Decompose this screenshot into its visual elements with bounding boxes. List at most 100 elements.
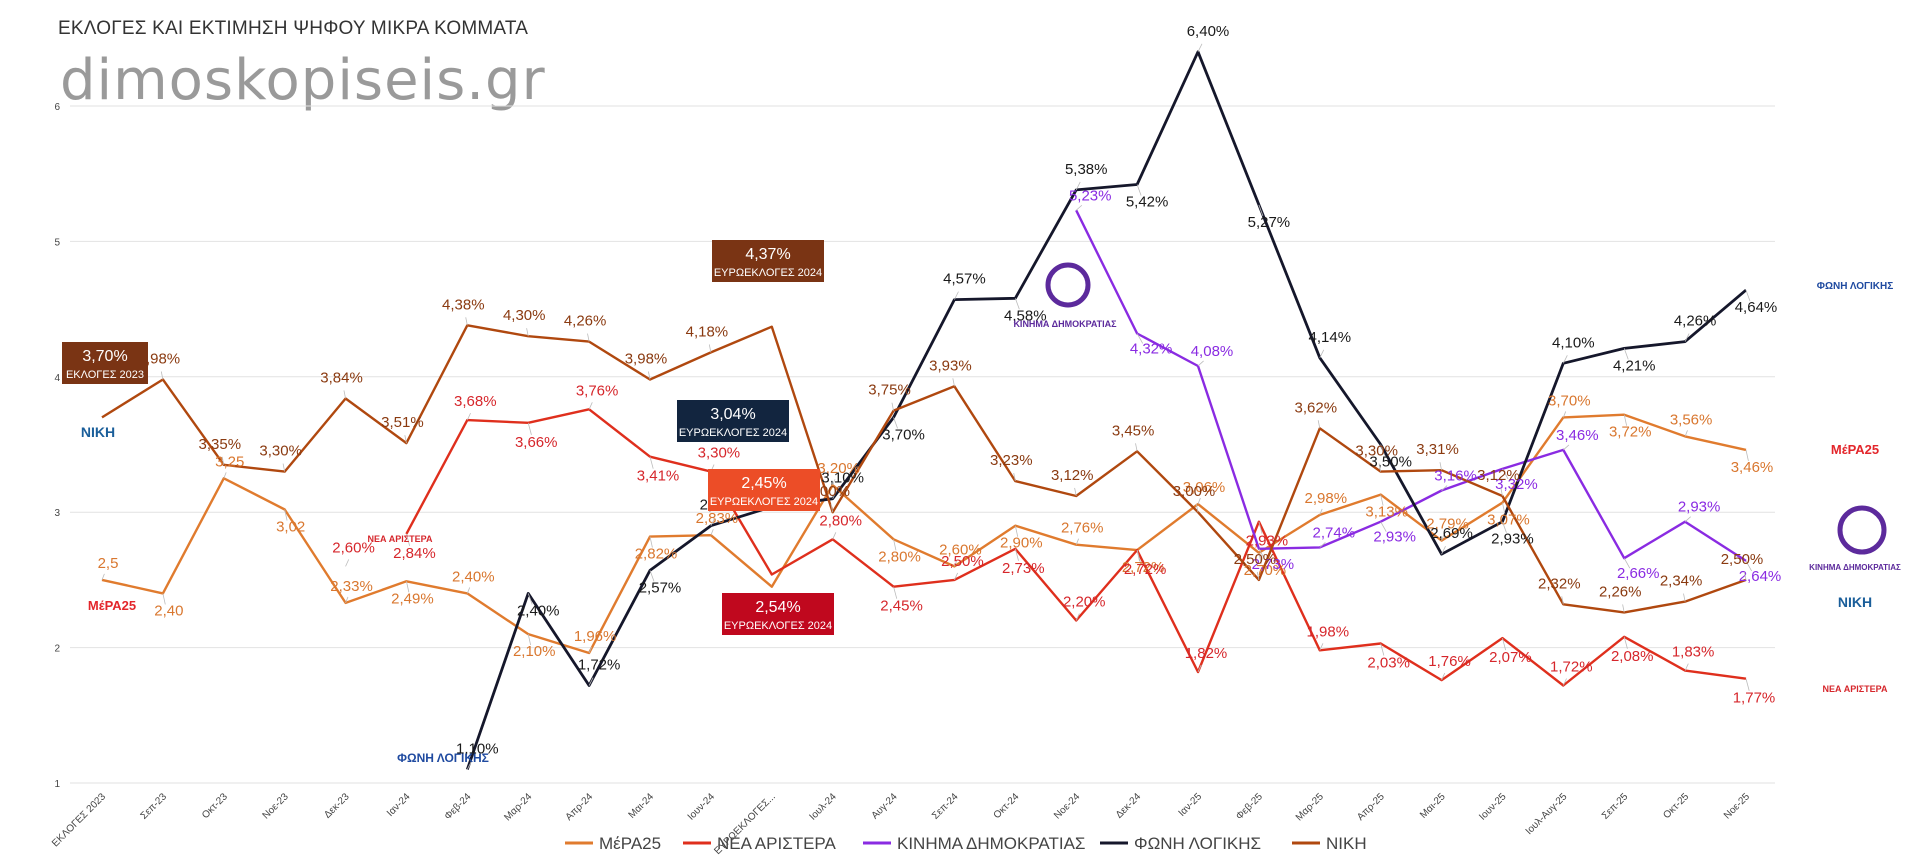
- label-leader: [710, 517, 716, 526]
- data-label: 4,38%: [442, 296, 485, 313]
- data-label: 1,76%: [1428, 653, 1471, 670]
- data-label: 1,72%: [1550, 659, 1593, 676]
- x-tick-label: Απρ-25: [1355, 791, 1387, 823]
- data-label: 3,20%: [817, 460, 860, 477]
- label-leader: [588, 646, 592, 654]
- label-leader: [1623, 348, 1629, 360]
- x-tick-label: Δεκ-24: [1114, 791, 1144, 821]
- data-label: 3,62%: [1295, 399, 1338, 416]
- data-label: 5,23%: [1069, 187, 1112, 204]
- x-tick-label: Φεβ-25: [1234, 791, 1265, 822]
- mera25-logo: ΜέΡΑ25: [88, 598, 136, 613]
- data-label: 3,70%: [1548, 392, 1591, 409]
- data-label: 2,40%: [517, 602, 560, 619]
- x-tick-label: Οκτ-25: [1661, 791, 1691, 821]
- site-watermark: dimoskopiseis.gr: [60, 48, 546, 113]
- x-tick-label: Μαι-24: [627, 791, 657, 821]
- label-leader: [830, 504, 834, 513]
- label-leader: [1562, 678, 1567, 686]
- callout-value: 4,37%: [745, 246, 790, 263]
- kinima-logo-right: ΚΙΝΗΜΑ ΔΗΜΟΚΡΑΤΙΑΣ: [1809, 563, 1901, 572]
- x-tick-label: Φεβ-24: [443, 791, 474, 822]
- data-label: 3,56%: [1670, 411, 1713, 428]
- label-leader: [526, 328, 529, 337]
- niki-logo: ΝΙΚΗ: [81, 424, 115, 440]
- x-tick-label: Απρ-24: [564, 791, 596, 823]
- label-leader: [954, 572, 959, 581]
- label-leader: [1075, 181, 1081, 191]
- data-label: 4,18%: [686, 323, 729, 340]
- data-label: 3,25: [215, 453, 244, 470]
- data-label: 2,79%: [1426, 516, 1469, 533]
- label-leader: [345, 559, 350, 567]
- x-tick-label: Ιουλ-Αυγ-25: [1524, 791, 1570, 837]
- label-leader: [649, 536, 653, 548]
- data-label: 2,50%: [941, 553, 984, 570]
- callout-box: [722, 593, 834, 635]
- data-label: 4,32%: [1130, 340, 1173, 357]
- data-label: 3,35%: [199, 436, 242, 453]
- label-leader: [1258, 548, 1265, 559]
- label-leader: [1561, 596, 1564, 605]
- label-leader: [1380, 643, 1385, 656]
- label-leader: [832, 490, 838, 499]
- nea-aristera-logo: ΝΕΑ ΑΡΙΣΤΕΡΑ: [368, 534, 433, 544]
- x-tick-label: Σεπ-24: [930, 791, 961, 822]
- data-label: 4,08%: [1191, 343, 1234, 360]
- label-leader: [404, 435, 407, 444]
- data-label: 2,98%: [1305, 490, 1348, 507]
- series-line-0: [101, 413, 1747, 655]
- chart-title: ΕΚΛΟΓΕΣ ΚΑΙ ΕΚΤΙΜΗΣΗ ΨΗΦΟΥ ΜΙΚΡΑ ΚΟΜΜΑΤΑ: [58, 18, 529, 39]
- data-label: 2,73%: [1252, 556, 1295, 573]
- label-leader: [1074, 487, 1077, 497]
- data-label: 3,12%: [1477, 467, 1520, 484]
- label-leader: [1380, 444, 1386, 456]
- label-leader: [1135, 443, 1138, 452]
- label-leader: [1745, 290, 1751, 302]
- label-leader: [832, 532, 837, 540]
- data-label: 4,64%: [1735, 299, 1778, 316]
- legend-label: ΚΙΝΗΜΑ ΔΗΜΟΚΡΑΤΙΑΣ: [897, 834, 1085, 853]
- data-label: 2,74%: [1313, 524, 1356, 541]
- callout-caption: ΕΥΡΩΕΚΛΟΓΕΣ 2024: [679, 427, 787, 439]
- label-leader: [1197, 360, 1204, 367]
- data-label: 2,57%: [639, 579, 682, 596]
- data-label: 3,72%: [1609, 424, 1652, 441]
- data-label: 4,21%: [1613, 357, 1656, 374]
- data-label: 2,80%: [819, 512, 862, 529]
- data-label: 2,72%: [1124, 561, 1167, 578]
- label-leader: [1380, 521, 1387, 532]
- label-leader: [1319, 542, 1326, 548]
- label-leader: [1196, 504, 1199, 513]
- data-label: 3,84%: [320, 369, 363, 386]
- label-leader: [1684, 333, 1690, 342]
- data-label: 2,32%: [1538, 575, 1581, 592]
- label-leader: [1502, 468, 1509, 480]
- data-label: 1,83%: [1672, 644, 1715, 661]
- data-label: 3,98%: [625, 351, 668, 368]
- x-tick-label: ΕΚΛΟΓΕΣ 2023: [50, 791, 108, 849]
- label-leader: [1441, 545, 1446, 555]
- label-leader: [1683, 593, 1686, 602]
- data-label: 2,10%: [513, 643, 556, 660]
- kinima-emblem-icon: [1045, 262, 1091, 308]
- label-leader: [1258, 552, 1262, 564]
- x-tick-label: Μαρ-25: [1294, 791, 1326, 823]
- label-leader: [466, 587, 471, 594]
- label-leader: [648, 371, 651, 380]
- data-label: 2,83%: [696, 510, 739, 527]
- kinima-logo: ΚΙΝΗΜΑ ΔΗΜΟΚΡΑΤΙΑΣ: [1013, 319, 1117, 329]
- data-label: 2,73%: [1002, 560, 1045, 577]
- data-label: 5,42%: [1126, 194, 1169, 211]
- label-leader: [588, 677, 594, 686]
- series-line-4: [101, 324, 1747, 614]
- callout-caption: ΕΚΛΟΓΕΣ 2023: [66, 369, 144, 381]
- data-label: 3,32%: [1495, 476, 1538, 493]
- label-leader: [1136, 184, 1142, 196]
- x-tick-label: Οκτ-24: [992, 791, 1022, 821]
- data-label: 4,10%: [1552, 334, 1595, 351]
- data-label: 2,69%: [1430, 525, 1473, 542]
- data-label: 2,08%: [1611, 648, 1654, 665]
- label-leader: [1075, 538, 1079, 545]
